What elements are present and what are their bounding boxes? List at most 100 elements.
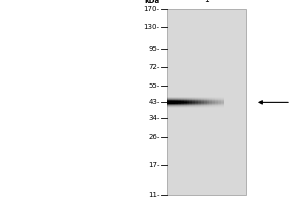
Text: 34-: 34- — [148, 115, 160, 121]
Bar — [184, 101, 187, 102]
Bar — [215, 102, 218, 103]
Bar — [172, 105, 175, 106]
Bar — [207, 99, 209, 100]
Bar — [192, 99, 195, 100]
Bar — [175, 104, 178, 105]
Bar — [178, 102, 181, 103]
Bar — [178, 105, 181, 106]
Bar — [198, 106, 201, 107]
Bar — [218, 107, 221, 108]
Bar — [172, 106, 175, 107]
Bar — [181, 98, 184, 99]
Bar — [221, 103, 224, 104]
Bar — [178, 101, 181, 102]
Bar — [198, 99, 201, 100]
Bar — [201, 107, 204, 108]
Bar — [175, 101, 178, 102]
Bar — [184, 107, 187, 108]
Bar — [198, 98, 201, 99]
Bar — [215, 97, 218, 98]
Bar — [187, 104, 189, 105]
Bar — [169, 107, 172, 108]
Bar — [172, 103, 175, 104]
Bar — [212, 104, 215, 105]
Bar — [198, 105, 201, 106]
Bar — [201, 102, 204, 103]
Bar — [209, 99, 212, 100]
Bar — [207, 97, 209, 98]
Bar — [184, 103, 187, 104]
Bar — [187, 105, 189, 106]
Text: 55-: 55- — [148, 83, 160, 89]
Bar — [221, 100, 224, 101]
Bar — [189, 97, 192, 98]
Bar — [195, 105, 198, 106]
Bar — [181, 103, 184, 104]
Bar — [184, 106, 187, 107]
Bar — [181, 107, 184, 108]
Bar — [184, 98, 187, 99]
Bar — [187, 102, 189, 103]
Bar — [187, 106, 189, 107]
Bar — [195, 102, 198, 103]
Bar — [192, 104, 195, 105]
Bar — [212, 103, 215, 104]
Bar — [175, 97, 178, 98]
Text: kDa: kDa — [145, 0, 160, 4]
Bar — [192, 103, 195, 104]
Bar — [184, 105, 187, 106]
Text: 26-: 26- — [148, 134, 160, 140]
Bar — [187, 103, 189, 104]
Bar — [167, 99, 170, 100]
Bar — [172, 107, 175, 108]
Bar — [192, 105, 195, 106]
Bar — [189, 107, 192, 108]
Bar — [189, 99, 192, 100]
Bar — [169, 97, 172, 98]
Bar — [207, 102, 209, 103]
Bar — [169, 100, 172, 101]
Bar — [204, 102, 207, 103]
Bar — [201, 101, 204, 102]
Bar — [215, 103, 218, 104]
Bar — [221, 98, 224, 99]
Bar — [169, 98, 172, 99]
Bar — [175, 98, 178, 99]
Bar — [175, 102, 178, 103]
Bar — [215, 101, 218, 102]
Bar — [167, 100, 170, 101]
Bar — [169, 103, 172, 104]
Bar — [204, 107, 207, 108]
Text: 95-: 95- — [148, 46, 160, 52]
Bar — [192, 102, 195, 103]
Bar — [178, 98, 181, 99]
Bar — [184, 99, 187, 100]
Bar — [172, 102, 175, 103]
Bar — [187, 100, 189, 101]
Text: 170-: 170- — [144, 6, 160, 12]
Bar — [181, 99, 184, 100]
Bar — [189, 104, 192, 105]
Bar — [218, 102, 221, 103]
Bar — [204, 99, 207, 100]
Bar — [169, 105, 172, 106]
Bar — [167, 102, 170, 103]
Bar — [178, 103, 181, 104]
Bar — [212, 97, 215, 98]
Bar — [195, 106, 198, 107]
Bar — [215, 107, 218, 108]
Bar — [175, 106, 178, 107]
Bar — [187, 99, 189, 100]
Bar — [209, 106, 212, 107]
Bar — [215, 98, 218, 99]
Bar — [201, 97, 204, 98]
Bar — [209, 97, 212, 98]
Bar — [189, 102, 192, 103]
Bar — [189, 106, 192, 107]
Bar — [207, 100, 209, 101]
Bar — [172, 104, 175, 105]
Bar — [187, 107, 189, 108]
Bar — [198, 97, 201, 98]
Bar — [167, 9, 246, 195]
Text: 43-: 43- — [148, 99, 160, 105]
